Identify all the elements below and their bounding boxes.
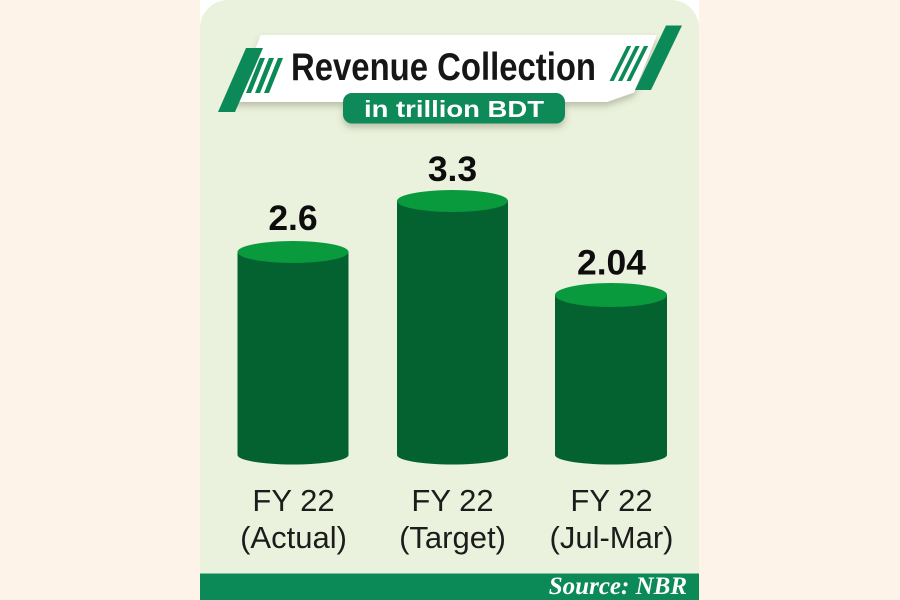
svg-text:3.3: 3.3 xyxy=(428,149,477,189)
svg-text:2.6: 2.6 xyxy=(268,198,317,238)
svg-text:Source: NBR: Source: NBR xyxy=(549,573,687,600)
svg-text:(Actual): (Actual) xyxy=(240,520,347,555)
svg-text:(Jul-Mar): (Jul-Mar) xyxy=(550,520,674,555)
svg-text:FY 22: FY 22 xyxy=(411,483,493,518)
svg-text:FY 22: FY 22 xyxy=(570,483,652,518)
svg-text:Revenue Collection: Revenue Collection xyxy=(291,46,596,89)
svg-text:2.04: 2.04 xyxy=(577,243,646,283)
svg-text:(Target): (Target) xyxy=(399,520,506,555)
svg-text:in trillion BDT: in trillion BDT xyxy=(364,96,544,122)
svg-text:FY 22: FY 22 xyxy=(252,483,334,518)
